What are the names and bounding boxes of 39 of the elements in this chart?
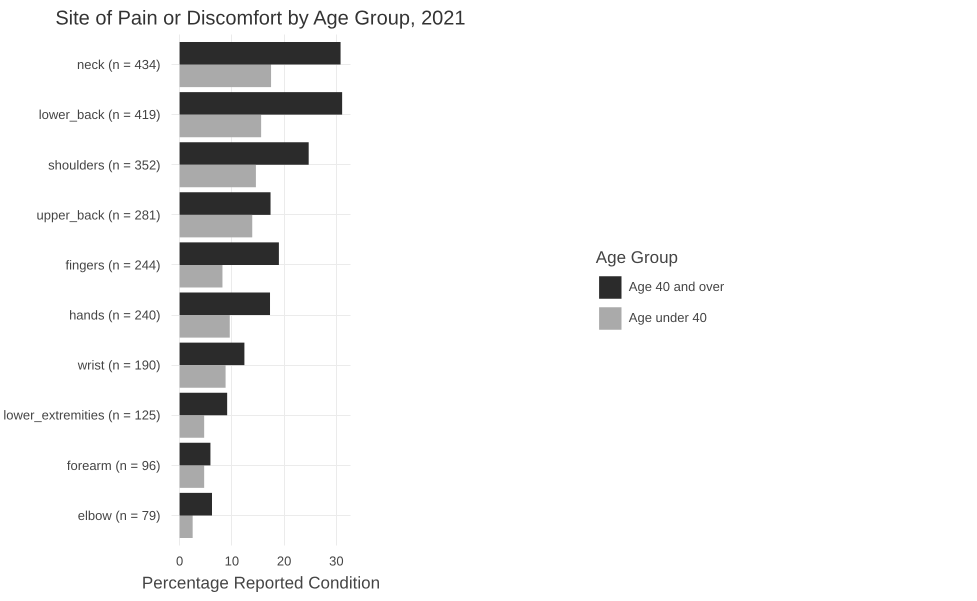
bar [180,315,230,338]
y-tick-label: shoulders (n = 352) [48,157,160,172]
bar [180,214,252,238]
bar [180,342,244,366]
bar [180,64,272,88]
y-tick-label: forearm (n = 96) [66,458,161,473]
y-tick-label: fingers (n = 244) [65,257,161,272]
bar [180,164,256,188]
legend-label: Age 40 and over [628,279,724,294]
chart-title: Site of Pain or Discomfort by Age Group, 2021 [55,8,466,30]
bar [180,442,210,466]
y-tick-label: elbow (n = 79) [78,508,161,523]
y-tick-label: lower_back (n = 419) [38,107,161,122]
bar [180,365,226,388]
bar [180,264,222,288]
legend-title: Age Group [596,248,680,268]
x-tick-label: 30 [329,554,344,568]
bar [180,42,341,65]
bar [180,114,262,138]
y-tick-label: upper_back (n = 281) [36,207,161,222]
x-tick-label: 20 [276,554,292,568]
bar [180,242,279,265]
y-tick-label: wrist (n = 190) [76,358,161,373]
x-tick-label: 10 [224,554,240,568]
x-axis-title: Percentage Reported Condition [142,574,380,592]
x-tick-label: 0 [176,554,184,568]
y-tick-label: lower_extremities (n = 125) [3,408,161,423]
y-tick-label: neck (n = 434) [77,57,161,72]
bar [180,292,270,316]
bar [180,142,309,165]
bar [180,515,193,538]
bar [180,192,271,215]
bar [180,492,212,516]
bar [180,415,204,438]
bar [180,392,228,416]
y-tick-label: hands (n = 240) [69,308,161,323]
legend-label: Age under 40 [628,310,707,325]
bar [180,92,342,115]
bar [180,465,204,488]
